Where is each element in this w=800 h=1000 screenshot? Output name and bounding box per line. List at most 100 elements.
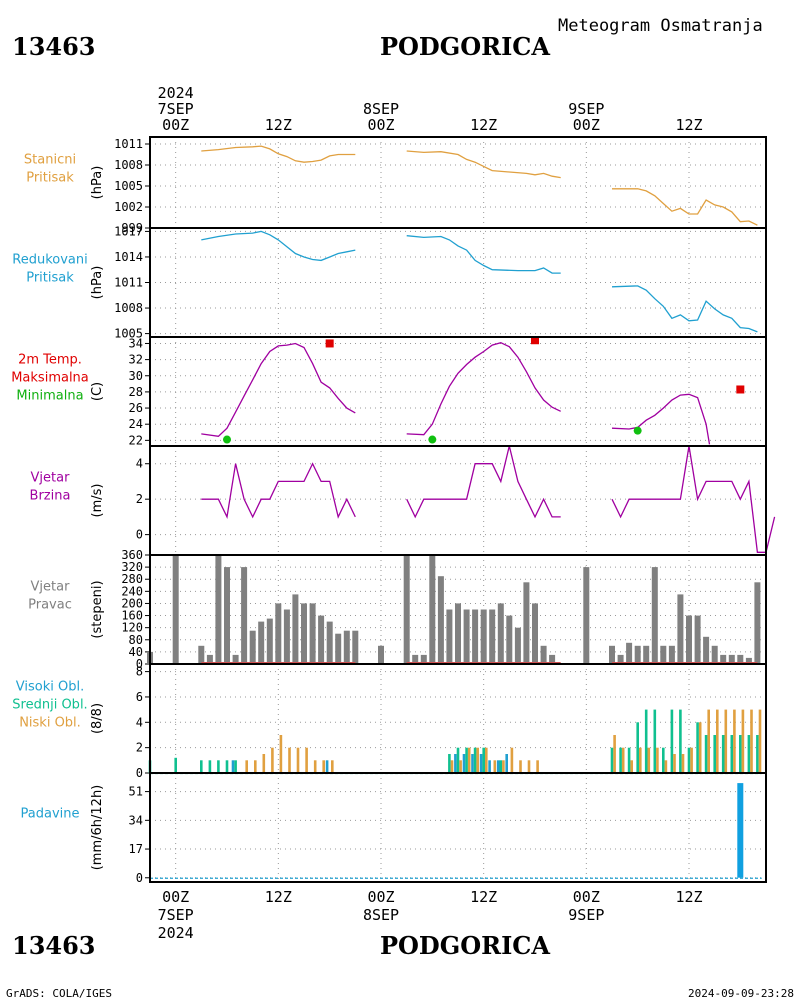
clouds-bar: [619, 747, 622, 773]
clouds-bar: [200, 760, 203, 773]
clouds-bar: [630, 760, 633, 773]
clouds-panel: 0 2 4 6 8 Visoki Obl. Srednji Obl. Niski Obl. (8…: [12, 663, 767, 780]
clouds-bar: [456, 747, 460, 773]
clouds-bar: [462, 754, 466, 773]
wind-direction-bar: [523, 582, 530, 665]
y-tick-label: 1008: [114, 158, 143, 172]
wind-direction-bar: [720, 654, 727, 664]
wind-direction-bar: [335, 633, 342, 664]
wind-direction-bar: [609, 645, 615, 664]
clouds-bar: [681, 754, 685, 773]
clouds-bar: [231, 760, 235, 773]
wind-direction-bar: [224, 567, 230, 664]
y-tick-label: 24: [129, 417, 143, 431]
time-label: 12Z: [470, 888, 497, 906]
time-label: 2024: [158, 924, 194, 942]
min-temp-marker: [428, 435, 437, 444]
y-tick-label: 28: [129, 385, 143, 399]
clouds-bar: [721, 735, 725, 773]
wind-direction-bar: [651, 567, 658, 664]
clouds-bar: [254, 760, 257, 773]
clouds-bar: [730, 735, 734, 773]
wind-direction-bar: [446, 609, 453, 664]
clouds-bar: [502, 760, 505, 773]
clouds-bar: [747, 735, 751, 773]
wind-direction-bar: [754, 582, 761, 665]
clouds-bar: [305, 747, 308, 773]
clouds-bar: [679, 709, 682, 773]
clouds-bar: [262, 754, 266, 773]
wind-direction-bar: [258, 621, 265, 664]
panel-label: Pravac: [28, 598, 72, 613]
clouds-bar: [664, 760, 668, 773]
time-label: 7SEP: [158, 906, 194, 924]
wind-direction-bar: [677, 594, 684, 664]
min-temp-marker: [633, 426, 642, 435]
wind-direction-bar: [318, 615, 325, 664]
y-tick-label: 0: [136, 657, 143, 671]
time-label: 12Z: [470, 116, 497, 134]
temperature-series-line: [611, 393, 711, 445]
clouds-bar: [331, 760, 334, 773]
clouds-bar: [741, 709, 745, 773]
y-tick-label: 1011: [114, 137, 143, 151]
y-tick-label: 360: [121, 548, 143, 562]
time-label: 12Z: [675, 116, 702, 134]
station-pressure-series-line: [406, 150, 561, 179]
clouds-bar: [704, 735, 708, 773]
panel-frame: [149, 336, 767, 447]
reduced-pressure-series-line: [406, 235, 561, 274]
clouds-bar: [527, 760, 531, 773]
wind-direction-bar: [634, 645, 641, 664]
y-tick-label: 32: [129, 353, 143, 367]
time-label: 8SEP: [363, 100, 399, 118]
clouds-bar: [493, 760, 497, 773]
wind-direction-bar: [737, 654, 744, 664]
y-tick-label: 120: [121, 621, 143, 635]
clouds-bar: [496, 760, 500, 773]
temperature-series-line: [406, 342, 561, 436]
clouds-bar: [750, 709, 753, 773]
station-name-bottom: PODGORICA: [380, 931, 550, 960]
wind-direction-bar: [728, 654, 735, 664]
wind-direction-bar: [172, 555, 179, 664]
clouds-bar: [696, 722, 699, 773]
wind-direction-bar: [643, 645, 650, 664]
meteogram-panels: 999 1002 1005 1008 1011 Stanicni Pritisak (hPa)…: [11, 136, 776, 885]
wind-direction-bar: [275, 603, 282, 664]
clouds-bar: [687, 747, 691, 773]
wind-direction-bar: [472, 609, 479, 664]
clouds-bar: [724, 709, 728, 773]
wind-direction-bar: [660, 645, 667, 664]
clouds-bar: [488, 760, 491, 773]
product-title: Meteogram Osmatranja: [558, 16, 763, 36]
clouds-bar: [627, 747, 631, 773]
clouds-bar: [482, 747, 485, 773]
temperature-series-line: [201, 342, 356, 437]
y-tick-label: 200: [121, 596, 143, 610]
clouds-bar: [450, 760, 454, 773]
wind-direction-bar: [626, 642, 633, 664]
clouds-bar: [644, 709, 648, 773]
clouds-bar: [448, 754, 451, 773]
panel-unit-label: (hPa): [90, 266, 105, 300]
clouds-bar: [662, 747, 665, 773]
time-label: 00Z: [573, 116, 600, 134]
max-temp-marker: [325, 339, 334, 348]
clouds-bar: [639, 747, 642, 773]
wind-direction-bar: [292, 594, 299, 664]
y-tick-label: 22: [129, 433, 143, 447]
y-tick-label: 17: [129, 842, 143, 856]
y-tick-label: 1005: [114, 327, 143, 341]
clouds-bar: [739, 735, 742, 773]
panel-label: Brzina: [30, 489, 71, 504]
clouds-bar: [758, 709, 762, 773]
wind-direction-bar: [215, 555, 222, 664]
y-tick-label: 2: [136, 741, 143, 755]
wind-direction-bar: [540, 645, 547, 664]
min-temp-marker: [223, 435, 231, 444]
panel-label: Srednji Obl.: [12, 698, 87, 713]
wind-direction-bar: [745, 657, 752, 664]
